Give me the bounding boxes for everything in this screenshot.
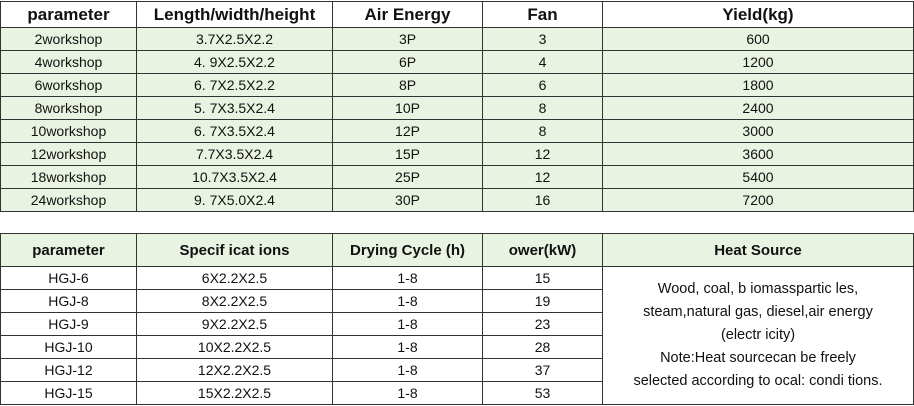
cell-specifications: 9X2.2X2.5 — [136, 312, 333, 336]
cell-drying-cycle: 1-8 — [332, 381, 483, 405]
header-fan: Fan — [482, 1, 603, 28]
header-heat-source: Heat Source — [602, 233, 914, 267]
cell-air-energy: 10P — [332, 96, 483, 120]
cell-parameter: 4workshop — [0, 50, 137, 74]
cell-drying-cycle: 1-8 — [332, 335, 483, 359]
cell-air-energy: 6P — [332, 50, 483, 74]
cell-fan: 12 — [482, 165, 603, 189]
cell-power: 53 — [482, 381, 603, 405]
cell-yield: 2400 — [602, 96, 914, 120]
cell-parameter: 6workshop — [0, 73, 137, 97]
cell-air-energy: 25P — [332, 165, 483, 189]
cell-parameter: HGJ-10 — [0, 335, 137, 359]
cell-air-energy: 12P — [332, 119, 483, 143]
cell-parameter: 10workshop — [0, 119, 137, 143]
header-air-energy: Air Energy — [332, 1, 483, 28]
cell-yield: 3600 — [602, 142, 914, 166]
cell-fan: 16 — [482, 188, 603, 212]
cell-parameter: HGJ-6 — [0, 266, 137, 290]
heat-source-line: Wood, coal, b iomasspartic les, — [657, 281, 859, 297]
heat-source-line: (electr icity) — [720, 327, 796, 343]
cell-parameter: 18workshop — [0, 165, 137, 189]
workshop-table: parameter Length/width/height Air Energy… — [0, 1, 914, 212]
cell-power: 37 — [482, 358, 603, 382]
table-row: HGJ-6 6X2.2X2.5 1-8 15 Wood, coal, b iomassp… — [0, 266, 914, 405]
cell-parameter: HGJ-12 — [0, 358, 137, 382]
cell-heat-source: Wood, coal, b iomasspartic les, steam,nat… — [602, 266, 914, 405]
cell-power: 23 — [482, 312, 603, 336]
cell-dimensions: 10.7X3.5X2.4 — [136, 165, 333, 189]
cell-dimensions: 6. 7X2.5X2.2 — [136, 73, 333, 97]
cell-fan: 12 — [482, 142, 603, 166]
table-row: HGJ-15 15X2.2X2.5 1-8 53 — [0, 381, 914, 405]
table-row: 2workshop 3.7X2.5X2.2 3P 3 600 — [0, 27, 914, 51]
cell-parameter: 2workshop — [0, 27, 137, 51]
heat-source-line: Note:Heat sourcecan be freely — [660, 350, 856, 366]
cell-specifications: 8X2.2X2.5 — [136, 289, 333, 313]
table-row: HGJ-12 12X2.2X2.5 1-8 37 — [0, 358, 914, 382]
cell-specifications: 12X2.2X2.5 — [136, 358, 333, 382]
header-drying-cycle: Drying Cycle (h) — [332, 233, 483, 267]
cell-dimensions: 9. 7X5.0X2.4 — [136, 188, 333, 212]
cell-specifications: 6X2.2X2.5 — [136, 266, 333, 290]
model-table: parameter Specif icat ions Drying Cycle … — [0, 233, 914, 405]
cell-power: 15 — [482, 266, 603, 290]
cell-dimensions: 6. 7X3.5X2.4 — [136, 119, 333, 143]
header-power: ower(kW) — [482, 233, 603, 267]
table-header-row: parameter Specif icat ions Drying Cycle … — [0, 233, 914, 267]
cell-yield: 1200 — [602, 50, 914, 74]
cell-drying-cycle: 1-8 — [332, 358, 483, 382]
cell-yield: 1800 — [602, 73, 914, 97]
table-row: 4workshop 4. 9X2.5X2.2 6P 4 1200 — [0, 50, 914, 74]
cell-air-energy: 3P — [332, 27, 483, 51]
cell-air-energy: 30P — [332, 188, 483, 212]
cell-parameter: 8workshop — [0, 96, 137, 120]
cell-dimensions: 5. 7X3.5X2.4 — [136, 96, 333, 120]
cell-yield: 600 — [602, 27, 914, 51]
table-row: 6workshop 6. 7X2.5X2.2 8P 6 1800 — [0, 73, 914, 97]
cell-parameter: HGJ-15 — [0, 381, 137, 405]
table-row: 24workshop 9. 7X5.0X2.4 30P 16 7200 — [0, 188, 914, 212]
cell-parameter: HGJ-8 — [0, 289, 137, 313]
table-row: 18workshop 10.7X3.5X2.4 25P 12 5400 — [0, 165, 914, 189]
heat-source-line: selected according to ocal: condi tions. — [633, 373, 883, 389]
cell-parameter: 24workshop — [0, 188, 137, 212]
cell-drying-cycle: 1-8 — [332, 266, 483, 290]
table-gap — [0, 213, 914, 233]
cell-parameter: HGJ-9 — [0, 312, 137, 336]
table-row: 10workshop 6. 7X3.5X2.4 12P 8 3000 — [0, 119, 914, 143]
cell-power: 28 — [482, 335, 603, 359]
table-row: 12workshop 7.7X3.5X2.4 15P 12 3600 — [0, 142, 914, 166]
table-row: 8workshop 5. 7X3.5X2.4 10P 8 2400 — [0, 96, 914, 120]
cell-fan: 3 — [482, 27, 603, 51]
cell-drying-cycle: 1-8 — [332, 312, 483, 336]
header-parameter: parameter — [0, 233, 137, 267]
cell-power: 19 — [482, 289, 603, 313]
cell-fan: 8 — [482, 119, 603, 143]
header-yield: Yield(kg) — [602, 1, 914, 28]
cell-yield: 5400 — [602, 165, 914, 189]
cell-specifications: 15X2.2X2.5 — [136, 381, 333, 405]
cell-yield: 3000 — [602, 119, 914, 143]
cell-fan: 8 — [482, 96, 603, 120]
cell-fan: 6 — [482, 73, 603, 97]
table-header-row: parameter Length/width/height Air Energy… — [0, 1, 914, 28]
table-row: HGJ-8 8X2.2X2.5 1-8 19 — [0, 289, 914, 313]
cell-specifications: 10X2.2X2.5 — [136, 335, 333, 359]
header-specifications: Specif icat ions — [136, 233, 333, 267]
cell-air-energy: 8P — [332, 73, 483, 97]
heat-source-line: steam,natural gas, diesel,air energy — [643, 304, 873, 320]
cell-drying-cycle: 1-8 — [332, 289, 483, 313]
header-parameter: parameter — [0, 1, 137, 28]
cell-parameter: 12workshop — [0, 142, 137, 166]
cell-dimensions: 7.7X3.5X2.4 — [136, 142, 333, 166]
cell-yield: 7200 — [602, 188, 914, 212]
cell-fan: 4 — [482, 50, 603, 74]
cell-dimensions: 3.7X2.5X2.2 — [136, 27, 333, 51]
header-dimensions: Length/width/height — [136, 1, 333, 28]
table-row: HGJ-10 10X2.2X2.5 1-8 28 — [0, 335, 914, 359]
cell-dimensions: 4. 9X2.5X2.2 — [136, 50, 333, 74]
cell-air-energy: 15P — [332, 142, 483, 166]
